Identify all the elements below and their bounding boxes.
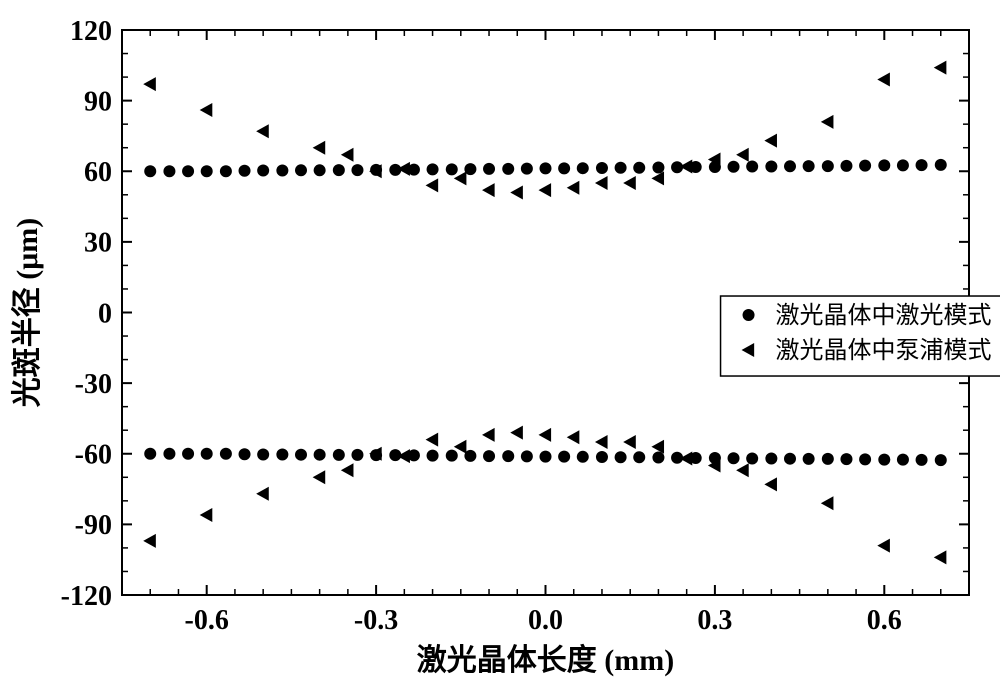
svg-text:90: 90 [84,86,112,117]
chart-container: -0.6 -0.3 0.0 0.3 0.6 -120 -90 -60 -30 0 30 60 90 120… [0,0,1000,687]
svg-text:激光晶体中泵浦模式: 激光晶体中泵浦模式 [776,337,992,364]
scatter-chart: -0.6 -0.3 0.0 0.3 0.6 -120 -90 -60 -30 0 30 60 90 120… [0,0,1000,687]
svg-text:激光晶体长度 (mm): 激光晶体长度 (mm) [417,644,674,677]
svg-text:0.3: 0.3 [697,605,732,636]
svg-text:30: 30 [84,228,112,259]
svg-text:120: 120 [70,16,112,47]
svg-text:0.0: 0.0 [528,605,563,636]
svg-text:-60: -60 [75,440,112,471]
svg-text:-90: -90 [75,510,112,541]
svg-text:-120: -120 [61,581,112,612]
svg-text:60: 60 [84,157,112,188]
svg-text:-0.3: -0.3 [354,605,398,636]
svg-text:-0.6: -0.6 [185,605,229,636]
svg-text:-30: -30 [75,369,112,400]
svg-text:0.6: 0.6 [867,605,902,636]
svg-text:激光晶体中激光模式: 激光晶体中激光模式 [776,302,992,329]
svg-text:0: 0 [98,298,112,329]
svg-text:光斑半径 (μm): 光斑半径 (μm) [11,218,44,407]
